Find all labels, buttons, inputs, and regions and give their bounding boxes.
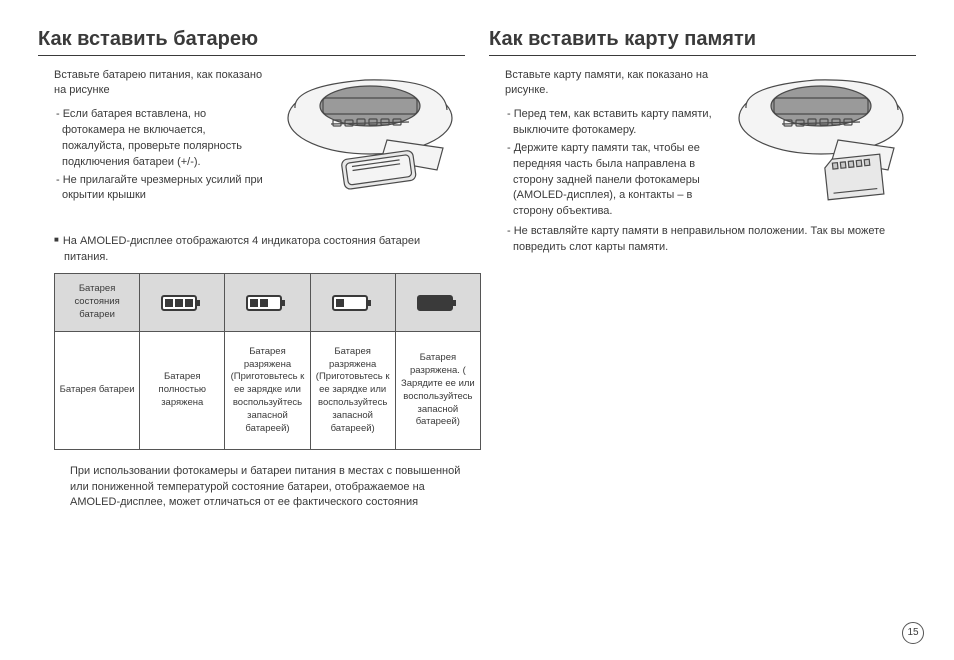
bullet: - Перед тем, как вставить карту памяти, …	[507, 107, 720, 139]
bullets-left: - Если батарея вставлена, но фотокамера …	[56, 107, 269, 205]
bullet: - Не вставляйте карту памяти в неправиль…	[507, 224, 916, 256]
camera-battery-illustration	[275, 68, 465, 203]
table-header-label: Батарея состояния батареи	[55, 274, 140, 332]
battery-icon-empty	[395, 274, 480, 332]
page-number: 15	[902, 622, 924, 644]
battery-status-table: Батарея состояния батареи Батарея батаре…	[54, 273, 481, 450]
camera-memory-illustration	[726, 68, 916, 203]
battery-icon-full	[140, 274, 225, 332]
amoled-note: ■На AMOLED-дисплее отображаются 4 индика…	[54, 234, 465, 265]
table-cell: Батарея полностью заряжена	[140, 332, 225, 450]
bullet: - Не прилагайте чрезмерных усилий при ок…	[56, 173, 269, 205]
intro-right: Вставьте карту памяти, как показано на р…	[505, 68, 720, 99]
bullets-right-continued: - Не вставляйте карту памяти в неправиль…	[507, 224, 916, 256]
left-column: Как вставить батарею Вставьте батарею пи…	[38, 28, 465, 510]
table-cell: Батарея разряжена (Приготовьтесь к ее за…	[225, 332, 310, 450]
bullets-right: - Перед тем, как вставить карту памяти, …	[507, 107, 720, 221]
right-column: Как вставить карту памяти Вставьте карту…	[489, 28, 916, 510]
battery-icon-one-third	[310, 274, 395, 332]
bullet: - Держите карту памяти так, чтобы ее пер…	[507, 141, 720, 221]
intro-left: Вставьте батарею питания, как показано н…	[54, 68, 269, 99]
battery-icon-two-thirds	[225, 274, 310, 332]
table-cell: Батарея разряжена (Приготовьтесь к ее за…	[310, 332, 395, 450]
heading-battery: Как вставить батарею	[38, 28, 465, 56]
heading-memory-card: Как вставить карту памяти	[489, 28, 916, 56]
bullet: - Если батарея вставлена, но фотокамера …	[56, 107, 269, 171]
square-bullet-icon: ■	[54, 235, 59, 244]
battery-footnote: При использовании фотокамеры и батареи п…	[70, 464, 465, 510]
table-cell: Батарея разряжена. ( Зарядите ее или вос…	[395, 332, 480, 450]
table-row-label: Батарея батареи	[55, 332, 140, 450]
